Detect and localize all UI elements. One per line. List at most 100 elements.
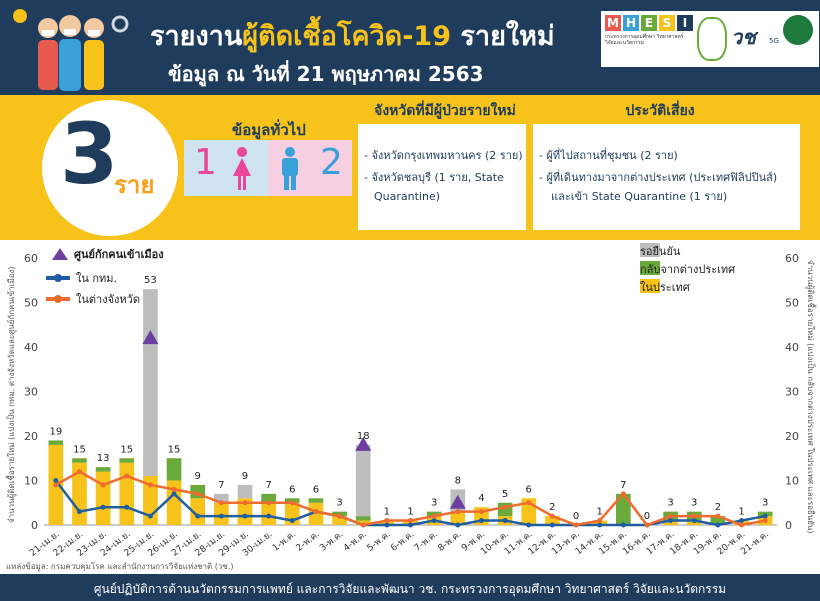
line-point bbox=[502, 504, 508, 510]
date-subtitle: ข้อมูล ณ วันที่ 21 พฤษภาคม 2563 bbox=[168, 62, 484, 86]
nrct-logo bbox=[697, 17, 727, 61]
y-tick-label-left: 20 bbox=[24, 430, 38, 443]
legend-swatch bbox=[640, 261, 660, 275]
general-info-title: ข้อมูลทั่วไป bbox=[232, 121, 306, 139]
x-tick-label: 2-พ.ค. bbox=[295, 529, 322, 553]
bar-segment bbox=[119, 462, 135, 525]
bar-segment bbox=[710, 516, 726, 525]
bar-total-label: 0 bbox=[644, 511, 650, 522]
line-point bbox=[620, 491, 626, 497]
line-point bbox=[76, 469, 82, 475]
x-tick-label: 3-พ.ค. bbox=[318, 529, 345, 553]
provinces-panel: - จังหวัดกรุงเทพมหานคร (2 ราย) - จังหวัด… bbox=[358, 124, 526, 230]
x-tick-label: 8-พ.ค. bbox=[436, 529, 463, 553]
line-point bbox=[337, 513, 343, 519]
line-point bbox=[147, 482, 153, 488]
line-point bbox=[53, 482, 59, 488]
line-point bbox=[502, 518, 508, 524]
bar-total-label: 9 bbox=[242, 471, 248, 482]
bar-segment bbox=[237, 484, 253, 499]
x-tick-label: 1-พ.ค. bbox=[271, 529, 298, 553]
y-tick-label-left: 40 bbox=[24, 341, 38, 354]
bar-total-label: 8 bbox=[455, 475, 461, 486]
gender-breakdown: 1 2 bbox=[184, 140, 352, 196]
provinces-title: จังหวัดที่มีผู้ป่วยรายใหม่ bbox=[374, 103, 516, 119]
bar-total-label: 6 bbox=[313, 484, 319, 495]
line-point bbox=[478, 518, 484, 524]
female-panel: 1 bbox=[184, 140, 268, 196]
dmsc-logo bbox=[783, 15, 813, 45]
line-point bbox=[53, 478, 59, 483]
x-tick-label: 4-พ.ค. bbox=[342, 529, 369, 553]
people-masks-icon bbox=[13, 9, 129, 91]
bar-total-label: 3 bbox=[431, 498, 437, 509]
line-point bbox=[384, 522, 390, 528]
line-point bbox=[408, 522, 413, 528]
risk-history-title: ประวัติเสี่ยง bbox=[625, 103, 695, 119]
legend-label: รอยืนยัน bbox=[640, 245, 681, 258]
y-tick-label-left: 0 bbox=[31, 519, 38, 532]
line-point bbox=[691, 518, 697, 524]
bar-total-label: 3 bbox=[762, 498, 768, 509]
y-tick-label-right: 20 bbox=[785, 430, 799, 443]
bar-total-label: 2 bbox=[715, 502, 721, 513]
line-point bbox=[124, 504, 130, 510]
bar-total-label: 53 bbox=[144, 275, 157, 286]
bar-total-label: 2 bbox=[549, 502, 555, 513]
line-point bbox=[573, 522, 579, 528]
bar-total-label: 0 bbox=[573, 511, 579, 522]
line-point bbox=[147, 513, 153, 519]
y-tick-label-left: 30 bbox=[24, 386, 38, 399]
line-point bbox=[668, 513, 674, 519]
line-point bbox=[195, 491, 201, 497]
bar-segment bbox=[72, 458, 87, 463]
legend-swatch bbox=[640, 243, 660, 257]
bar-total-label: 7 bbox=[620, 480, 626, 491]
y-tick-label-right: 0 bbox=[785, 519, 792, 532]
line-point bbox=[455, 522, 461, 528]
risk-history-panel: - ผู้ที่ไปสถานที่ชุมชน (2 ราย) - ผู้ที่เ… bbox=[533, 124, 800, 230]
y-tick-label-right: 30 bbox=[785, 386, 799, 399]
female-icon bbox=[233, 147, 251, 190]
y-axis-title-right: จำนวนผู้ติดเชื้อรายใหม่ (แบ่งเป็น กลับจา… bbox=[805, 260, 817, 534]
page-title: รายงานผู้ติดเชื้อโควิด-19 รายใหม่ bbox=[150, 21, 555, 52]
province-item: - จังหวัดชลบุรี (1 ราย, State bbox=[364, 171, 504, 184]
5g-logo: 5G bbox=[769, 37, 779, 45]
legend-label: กลับจากต่างประเทศ bbox=[640, 263, 735, 276]
legend-label: ในประเทศ bbox=[640, 281, 690, 294]
bar-segment bbox=[48, 440, 64, 445]
province-item: - จังหวัดกรุงเทพมหานคร (2 ราย) bbox=[364, 149, 523, 162]
marker-triangle bbox=[142, 330, 159, 345]
x-tick-label: 5-พ.ค. bbox=[366, 529, 393, 553]
marker-triangle bbox=[355, 436, 372, 451]
line-point bbox=[431, 518, 437, 524]
bar-total-label: 19 bbox=[49, 426, 62, 437]
male-icon bbox=[282, 147, 298, 190]
line-point bbox=[526, 500, 532, 506]
bar-segment bbox=[166, 458, 182, 481]
x-tick-label: 7-พ.ค. bbox=[413, 529, 440, 553]
bar-total-label: 1 bbox=[384, 507, 390, 518]
line-point bbox=[739, 518, 745, 524]
bar-total-label: 15 bbox=[168, 444, 181, 455]
marker-triangle bbox=[449, 494, 466, 509]
y-tick-label-left: 50 bbox=[24, 297, 38, 310]
new-case-count: 3 bbox=[60, 105, 119, 203]
y-tick-label-right: 40 bbox=[785, 341, 799, 354]
bar-segment bbox=[190, 498, 206, 525]
y-tick-label-right: 60 bbox=[785, 252, 799, 265]
line-point bbox=[171, 491, 177, 497]
footer-bar bbox=[0, 574, 820, 601]
line-point bbox=[76, 509, 82, 515]
line-point bbox=[644, 522, 650, 528]
bar-segment bbox=[72, 462, 87, 525]
line-point bbox=[218, 513, 224, 519]
line-point bbox=[100, 482, 106, 488]
vorchor-logo: วช bbox=[731, 25, 756, 49]
bar-total-label: 15 bbox=[120, 444, 133, 455]
bar-total-label: 7 bbox=[218, 480, 224, 491]
